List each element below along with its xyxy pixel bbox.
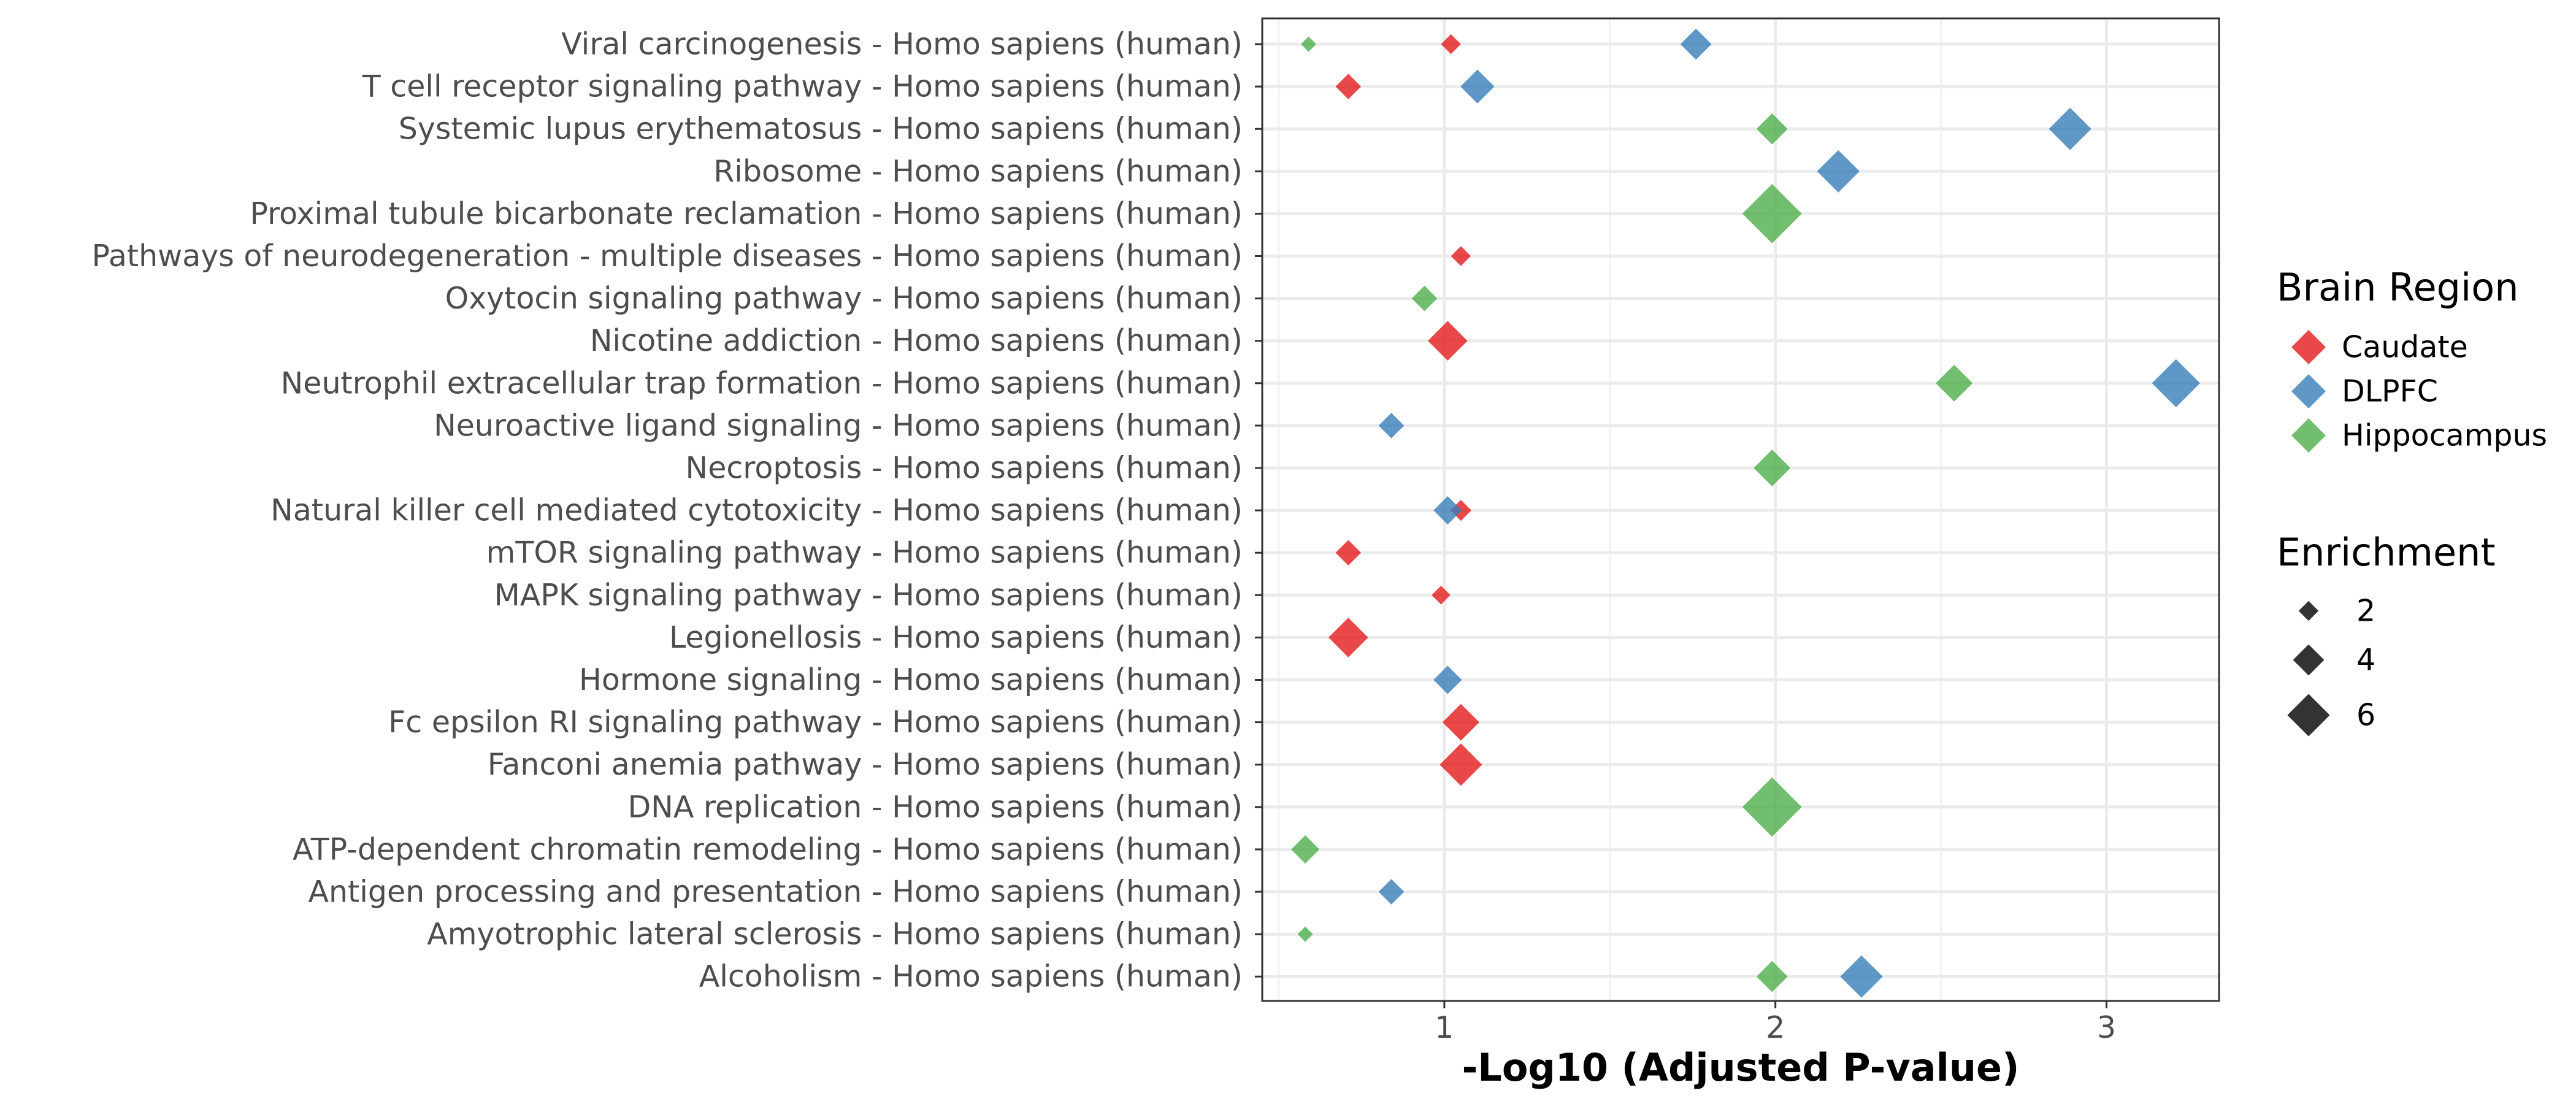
legend-label-dlpfc: DLPFC: [2342, 374, 2438, 409]
y-tick-label: Fc epsilon RI signaling pathway - Homo s…: [388, 705, 1243, 740]
y-tick-label: DNA replication - Homo sapiens (human): [627, 789, 1243, 824]
point-hippocampus: [1742, 777, 1802, 837]
point-dlpfc: [1840, 955, 1883, 998]
panel-border: [1261, 17, 2220, 1002]
point-dlpfc: [1433, 665, 1462, 694]
point-dlpfc: [1460, 69, 1495, 104]
legend-size-key: [2298, 600, 2319, 621]
y-tick-label: Proximal tubule bicarbonate reclamation …: [250, 196, 1243, 231]
legend-brain-region-title: Brain Region: [2277, 265, 2519, 310]
point-dlpfc: [1680, 28, 1712, 60]
point-dlpfc: [1378, 879, 1405, 905]
x-tick-label: 3: [2097, 1010, 2116, 1045]
y-tick-label: ATP-dependent chromatin remodeling - Hom…: [293, 832, 1243, 867]
point-dlpfc: [1817, 150, 1860, 193]
y-tick-label: Legionellosis - Homo sapiens (human): [669, 620, 1243, 655]
x-axis-title: -Log10 (Adjusted P-value): [1462, 1045, 2020, 1090]
point-dlpfc: [1433, 496, 1462, 525]
point-hippocampus: [1756, 113, 1788, 145]
y-tick-label: MAPK signaling pathway - Homo sapiens (h…: [494, 578, 1243, 613]
point-hippocampus: [1297, 926, 1313, 942]
legend-key-hippocampus: [2291, 418, 2326, 453]
y-tick-label: Pathways of neurodegeneration - multiple…: [92, 239, 1243, 274]
y-tick-label: Natural killer cell mediated cytotoxicit…: [270, 493, 1243, 528]
point-caudate: [1427, 321, 1468, 361]
point-caudate: [1432, 586, 1451, 605]
point-dlpfc: [2152, 359, 2201, 407]
legend-label-hippocampus: Hippocampus: [2342, 418, 2547, 453]
legend-size-key: [2293, 644, 2325, 676]
y-tick-label: Alcoholism - Homo sapiens (human): [699, 959, 1243, 994]
legend-enrichment: Enrichment 2 4 6: [2277, 530, 2496, 737]
point-caudate: [1335, 540, 1362, 565]
point-caudate: [1441, 34, 1461, 55]
point-hippocampus: [1291, 835, 1320, 864]
y-tick-label: Amyotrophic lateral sclerosis - Homo sap…: [427, 917, 1243, 952]
legend-enrichment-title: Enrichment: [2277, 530, 2496, 575]
x-tick-label: 1: [1435, 1010, 1454, 1045]
y-tick-label: Ribosome - Homo sapiens (human): [713, 154, 1243, 189]
y-tick-label: Systemic lupus erythematosus - Homo sapi…: [399, 112, 1243, 147]
point-hippocampus: [1754, 450, 1791, 486]
y-tick-label: Viral carcinogenesis - Homo sapiens (hum…: [561, 27, 1243, 62]
y-tick-label: Oxytocin signaling pathway - Homo sapien…: [445, 281, 1243, 316]
y-tick-label: mTOR signaling pathway - Homo sapiens (h…: [486, 535, 1243, 570]
data-points: [1291, 28, 2201, 998]
point-caudate: [1328, 618, 1368, 657]
point-caudate: [1442, 703, 1479, 741]
legend-size-label: 2: [2356, 594, 2375, 629]
x-tick-label: 2: [1766, 1010, 1785, 1045]
point-dlpfc: [2049, 107, 2091, 150]
grid: [1262, 18, 2219, 1001]
legend-size-key: [2287, 694, 2330, 737]
legend-key-dlpfc: [2291, 374, 2326, 408]
legend-size-label: 6: [2356, 698, 2375, 733]
y-axis-labels: Viral carcinogenesis - Homo sapiens (hum…: [92, 27, 1243, 994]
point-hippocampus: [1936, 364, 1973, 402]
y-tick-label: Neuroactive ligand signaling - Homo sapi…: [434, 408, 1243, 443]
point-caudate: [1451, 246, 1471, 266]
point-hippocampus: [1756, 960, 1788, 992]
point-dlpfc: [1378, 413, 1405, 439]
legend-key-caudate: [2291, 330, 2326, 364]
point-hippocampus: [1742, 184, 1802, 243]
y-tick-label: Antigen processing and presentation - Ho…: [308, 875, 1243, 910]
y-tick-label: Nicotine addiction - Homo sapiens (human…: [590, 323, 1243, 358]
point-caudate: [1439, 743, 1482, 786]
y-tick-label: Necroptosis - Homo sapiens (human): [686, 451, 1243, 486]
y-axis-ticks: [1255, 43, 1262, 978]
point-hippocampus: [1301, 36, 1317, 52]
x-axis: 1 2 3: [1435, 1001, 2116, 1045]
legend-size-label: 4: [2356, 643, 2375, 678]
y-tick-label: Fanconi anemia pathway - Homo sapiens (h…: [488, 747, 1243, 782]
y-tick-label: Neutrophil extracellular trap formation …: [281, 366, 1243, 401]
point-hippocampus: [1411, 285, 1438, 312]
legend-label-caudate: Caudate: [2342, 330, 2468, 365]
y-tick-label: Hormone signaling - Homo sapiens (human): [579, 662, 1243, 697]
y-tick-label: T cell receptor signaling pathway - Homo…: [362, 69, 1243, 104]
point-caudate: [1335, 74, 1362, 99]
legend-brain-region: Brain Region Caudate DLPFC Hippocampus: [2277, 265, 2547, 453]
